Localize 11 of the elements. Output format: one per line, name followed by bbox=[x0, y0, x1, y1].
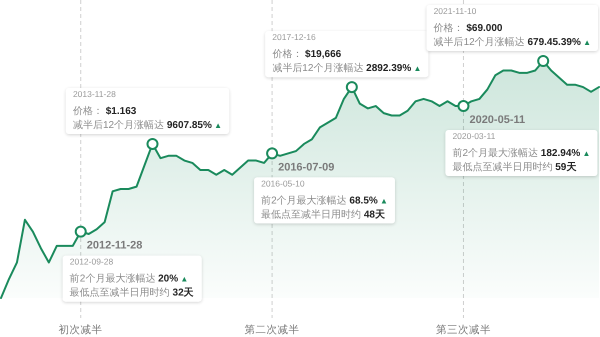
annotation: 2020-05-11 bbox=[469, 114, 526, 126]
annotation: 2016-07-09 bbox=[278, 161, 334, 174]
annotation: 2017-12-16 价格： $19,666 减半后12个月涨幅达 2892.39% ▲ bbox=[271, 32, 422, 74]
annotation: 2013-11-28 价格： $1.163 减半后12个月涨幅达 9607.85% ▲ bbox=[72, 88, 222, 131]
x-tick-label: 初次减半 bbox=[58, 323, 103, 336]
x-tick-label: 第三次减半 bbox=[436, 323, 491, 336]
annotation: 2012-11-28 bbox=[86, 240, 142, 252]
annotation: 2020-03-11 前2个月最大涨幅达 182.94% ▲ 最低点至减半日用时约 59天 bbox=[445, 130, 598, 176]
annotation: 2012-09-28 前2个月最大涨幅达 20% ▲ 最低点至减半日用时约 32天 bbox=[62, 256, 202, 302]
annotation: 2016-05-10 前2个月最大涨幅达 68.5% ▲ 最低点至减半日用时约 48天 bbox=[254, 177, 395, 224]
x-tick-label: 第二次减半 bbox=[244, 323, 300, 336]
